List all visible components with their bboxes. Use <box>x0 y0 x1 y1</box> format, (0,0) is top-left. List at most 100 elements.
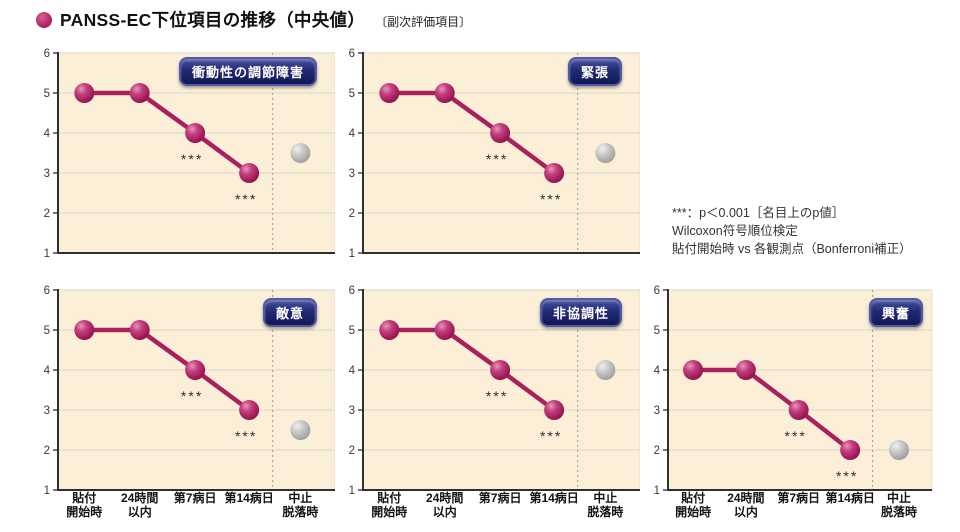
data-point <box>434 320 455 340</box>
y-axis-label: 2 <box>654 445 660 457</box>
chart-title-badge-impulse-dyscontrol: 衝動性の調節障害 <box>178 57 317 86</box>
x-axis-label: 以内 <box>734 504 758 519</box>
x-axis-label: 第14病日 <box>224 490 273 505</box>
significance-note-line-3: 貼付開始時 vs 各観測点（Bonferroni補正） <box>672 242 912 257</box>
x-axis-label: 貼付 <box>72 490 96 505</box>
series-line <box>82 90 252 176</box>
dropout-point <box>290 420 311 440</box>
data-point <box>185 360 206 380</box>
y-axis-label: 3 <box>349 405 355 417</box>
data-point <box>544 163 565 183</box>
y-axis-label: 4 <box>654 365 661 377</box>
y-axis-label: 1 <box>44 485 50 497</box>
y-axis-label: 3 <box>654 405 660 417</box>
data-point <box>185 123 206 143</box>
page-title: PANSS-EC下位項目の推移（中央値） <box>60 10 366 30</box>
y-axis-label: 4 <box>44 128 51 140</box>
chart-excitement: 1 2 3 4 5 6 *** *** 貼付 開始時 24時間 以内 第7病日 第14病日 中止 脱落時 興奮 <box>650 282 945 532</box>
significance-marker: *** <box>785 428 807 444</box>
x-axis-label: 開始時 <box>66 504 102 519</box>
y-axis-label: 2 <box>349 445 355 457</box>
dropout-point <box>595 360 616 380</box>
x-axis-label: 24時間 <box>727 490 764 505</box>
data-point <box>129 320 150 340</box>
x-axis-label: 脱落時 <box>282 504 318 519</box>
data-point <box>490 360 511 380</box>
significance-marker: *** <box>486 388 508 404</box>
x-axis-label: 第7病日 <box>479 490 522 505</box>
x-axis-label: 24時間 <box>121 490 158 505</box>
significance-marker: *** <box>181 388 203 404</box>
y-axis-label: 5 <box>44 88 50 100</box>
data-point <box>434 83 455 103</box>
chart-hostility: 1 2 3 4 5 6 *** *** 貼付 開始時 24時間 以内 第7病日 第14病日 中止 脱落時 敵意 <box>40 282 336 532</box>
significance-marker: *** <box>540 428 562 444</box>
x-axis-label: 第14病日 <box>529 490 578 505</box>
data-point <box>735 360 756 380</box>
y-axis-label: 1 <box>44 248 50 260</box>
data-point <box>379 320 400 340</box>
chart-title-badge-tension: 緊張 <box>567 57 622 86</box>
y-axis-label: 2 <box>349 208 355 220</box>
plot-area <box>58 53 335 253</box>
chart-tension: 1 2 3 4 5 6 *** *** 緊張 <box>345 45 641 261</box>
chart-title-badge-hostility: 敵意 <box>262 298 317 327</box>
y-axis-label: 4 <box>44 365 51 377</box>
y-axis-label: 2 <box>44 445 50 457</box>
x-axis-label: 以内 <box>128 504 152 519</box>
data-point <box>490 123 511 143</box>
significance-marker: *** <box>836 468 858 484</box>
data-point <box>74 83 95 103</box>
y-axis-label: 6 <box>349 48 355 60</box>
chart-canvas-impulse-dyscontrol: 1 2 3 4 5 6 *** *** <box>44 48 336 260</box>
page-subtitle: 〔副次評価項目〕 <box>375 15 472 29</box>
x-axis-label: 貼付 <box>681 490 705 505</box>
plot-area <box>363 53 640 253</box>
y-axis-label: 3 <box>44 405 50 417</box>
x-axis-label: 貼付 <box>377 490 401 505</box>
dropout-point <box>889 440 909 460</box>
y-axis-label: 2 <box>44 208 50 220</box>
y-axis-label: 6 <box>44 285 50 297</box>
significance-note-line-2: Wilcoxon符号順位検定 <box>672 224 798 239</box>
x-axis-label: 開始時 <box>371 504 407 519</box>
data-point <box>788 400 809 420</box>
x-axis-label: 中止 <box>593 490 617 505</box>
significance-marker: *** <box>235 191 257 207</box>
data-point <box>129 83 150 103</box>
x-axis-label: 第14病日 <box>825 490 874 505</box>
x-axis-label: 開始時 <box>675 504 711 519</box>
y-axis-label: 3 <box>349 168 355 180</box>
y-axis-label: 6 <box>349 285 355 297</box>
y-axis-label: 5 <box>349 325 355 337</box>
series-line <box>387 327 557 413</box>
y-axis-label: 5 <box>44 325 50 337</box>
data-point <box>544 400 565 420</box>
y-axis-label: 3 <box>44 168 50 180</box>
x-axis-label: 中止 <box>288 490 312 505</box>
data-point <box>840 440 861 460</box>
y-axis-label: 1 <box>349 485 355 497</box>
y-axis-label: 1 <box>349 248 355 260</box>
significance-marker: *** <box>540 191 562 207</box>
x-axis-label: 以内 <box>433 504 457 519</box>
data-point <box>239 163 260 183</box>
bullet-icon <box>36 11 52 28</box>
y-axis-label: 1 <box>654 485 660 497</box>
page-header: PANSS-EC下位項目の推移（中央値） 〔副次評価項目〕 <box>36 7 471 32</box>
chart-uncooperativeness: 1 2 3 4 5 6 *** *** 貼付 開始時 24時間 以内 第7病日 第14病日 中止 脱落時 非協調… <box>345 282 641 532</box>
significance-note: ***：p＜0.001［名目上のp値］ Wilcoxon符号順位検定 貼付開始時… <box>672 204 912 258</box>
y-axis-label: 5 <box>654 325 660 337</box>
x-axis-label: 第7病日 <box>777 490 820 505</box>
x-axis-label: 第7病日 <box>174 490 217 505</box>
significance-marker: *** <box>486 151 508 167</box>
y-axis-label: 6 <box>44 48 50 60</box>
series-line <box>690 367 853 453</box>
chart-title-badge-uncooperativeness: 非協調性 <box>539 298 622 327</box>
x-axis-label: 脱落時 <box>587 504 623 519</box>
significance-note-line-1: ***：p＜0.001［名目上のp値］ <box>672 206 845 220</box>
significance-marker: *** <box>181 151 203 167</box>
data-point <box>683 360 704 380</box>
